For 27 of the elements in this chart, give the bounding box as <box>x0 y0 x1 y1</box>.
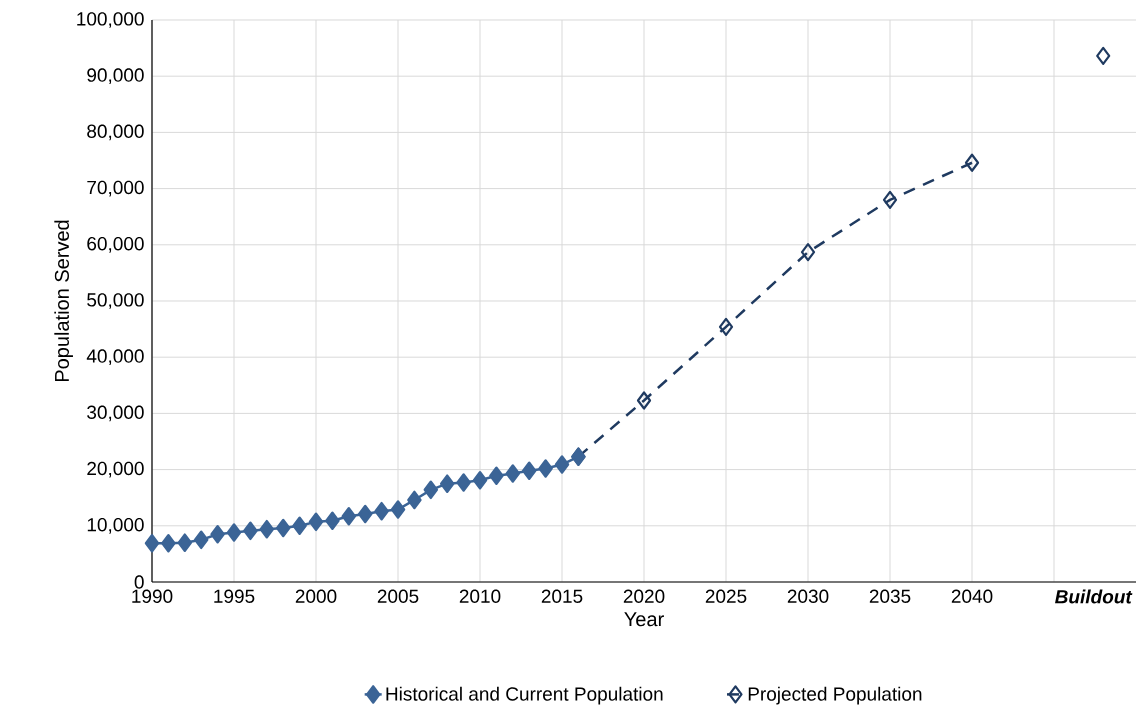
y-axis-title: Population Served <box>54 220 73 382</box>
x-tick-label: 2040 <box>951 589 993 603</box>
x-tick-label: 2010 <box>459 589 501 603</box>
y-tick-label: 60,000 <box>87 236 144 253</box>
y-tick-label: 40,000 <box>86 349 144 366</box>
x-tick-label: 1990 <box>132 589 173 603</box>
x-tick-label: 2030 <box>787 589 829 603</box>
x-tick-label: 2020 <box>623 589 665 603</box>
y-tick-label: 90,000 <box>87 68 144 85</box>
x-axis-title: Year <box>624 612 664 627</box>
y-tick-label: 50,000 <box>87 293 144 309</box>
x-tick-label: 2025 <box>705 589 747 603</box>
x-tick-label: Buildout <box>1055 589 1133 604</box>
y-tick-label: 100,000 <box>77 12 144 28</box>
x-tick-label: 2015 <box>541 589 583 603</box>
x-tick-label: 2000 <box>295 589 337 603</box>
x-tick-label: 2005 <box>377 589 419 603</box>
y-tick-label: 70,000 <box>87 180 144 197</box>
x-tick-label: 1995 <box>214 589 255 603</box>
y-tick-label: 10,000 <box>87 517 144 534</box>
y-tick-label: 0 <box>134 575 144 589</box>
legend-label: Projected Population <box>748 686 922 705</box>
y-tick-label: 80,000 <box>87 124 144 141</box>
legend-label: Historical and Current Population <box>386 686 663 705</box>
y-tick-label: 30,000 <box>87 405 144 422</box>
x-tick-label: 2035 <box>869 589 911 603</box>
y-tick-label: 20,000 <box>87 461 144 478</box>
